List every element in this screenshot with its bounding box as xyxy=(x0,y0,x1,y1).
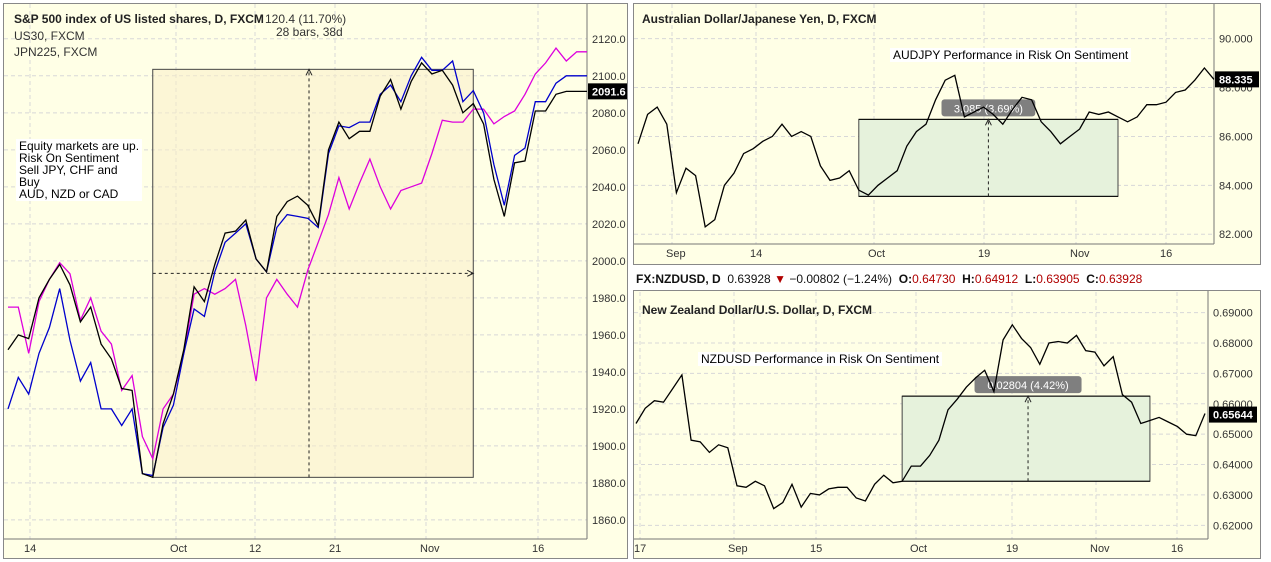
measure-label: 3.085 (3.69%) xyxy=(954,103,1023,115)
y-tick-label: 84.000 xyxy=(1219,180,1253,192)
y-tick-label: 2060.0 xyxy=(592,145,626,157)
audjpy-chart-pane[interactable]: 82.000 84.000 86.000 88.000 90.000 Sep 14 Oct 19… xyxy=(633,3,1261,265)
ohlc-close-value: 0.63928 xyxy=(1098,272,1143,286)
y-tick-label: 0.65000 xyxy=(1213,429,1253,441)
y-tick-label: 2020.0 xyxy=(592,219,626,231)
y-tick-label: 2120.0 xyxy=(592,34,626,46)
series-line xyxy=(8,47,587,461)
series-line xyxy=(7,56,587,477)
x-tick-label: Oct xyxy=(868,248,885,260)
x-tick-label: Sep xyxy=(728,543,748,555)
measure-value-label: 120.4 (11.70%) xyxy=(265,12,347,26)
ohlc-low: 0.63905 xyxy=(1036,272,1080,286)
y-tick-label: 1960.0 xyxy=(592,330,626,342)
y-tick-label: 1880.0 xyxy=(592,478,626,490)
us30-series-label: US30, FXCM xyxy=(14,29,85,43)
audjpy-note: AUDJPY Performance in Risk On Sentiment xyxy=(890,48,1132,62)
ohlc-open-label: O: xyxy=(898,272,913,286)
ohlc-close-label: C: xyxy=(1086,272,1099,286)
y-tick-label: 2080.0 xyxy=(592,108,626,120)
measure-bars-label: 28 bars, 38d xyxy=(276,25,343,39)
x-tick-label: Nov xyxy=(1090,543,1110,555)
y-tick-label: 2040.0 xyxy=(592,182,626,194)
x-tick-label: Nov xyxy=(420,543,440,555)
y-tick-label: 0.67000 xyxy=(1213,368,1253,380)
y-tick-label: 2000.0 xyxy=(592,256,626,268)
last-value-label: 88.335 xyxy=(1219,74,1253,86)
measure-arrow xyxy=(1024,395,1032,403)
x-tick-label: 16 xyxy=(1171,543,1183,555)
x-tick-label: 21 xyxy=(329,543,341,555)
y-tick-label: 0.69000 xyxy=(1213,308,1253,320)
ohlc-open: 0.64730 xyxy=(912,272,956,286)
x-tick-label: 17 xyxy=(634,543,646,555)
x-tick-label: 12 xyxy=(249,543,261,555)
note-line: Sell JPY, CHF and xyxy=(19,163,118,177)
measure-label-bg xyxy=(941,99,1036,117)
y-tick-label: 1940.0 xyxy=(592,367,626,379)
ohlc-low-label: L: xyxy=(1024,272,1037,286)
x-tick-label: 14 xyxy=(24,543,36,555)
measure-label-bg xyxy=(974,376,1082,394)
ohlc-close: 0.63928 xyxy=(727,272,771,286)
y-tick-label: 1920.0 xyxy=(592,404,626,416)
spx-chart-svg[interactable]: 1860.0 1880.0 1900.0 1920.0 1940.0 1960.0 1980… xyxy=(4,4,628,559)
ohlc-change: −0.00802 (−1.24%) xyxy=(789,272,893,286)
jpn225-series-label: JPN225, FXCM xyxy=(14,45,98,59)
down-arrow-icon: ▼ xyxy=(774,272,786,286)
y-tick-label: 2100.0 xyxy=(592,71,626,83)
ohlc-high-label: H: xyxy=(962,272,975,286)
ohlc-high: 0.64912 xyxy=(974,272,1019,286)
y-tick-label: 86.000 xyxy=(1219,131,1253,143)
nzdusd-note: NZDUSD Performance in Risk On Sentiment xyxy=(698,352,943,366)
x-tick-label: 19 xyxy=(1006,543,1018,555)
spx-chart-pane[interactable]: 1860.0 1880.0 1900.0 1920.0 1940.0 1960.0 1980… xyxy=(3,3,628,559)
y-tick-label: 0.68000 xyxy=(1213,338,1253,350)
y-tick-label: 0.63000 xyxy=(1213,490,1253,502)
y-tick-label: 1980.0 xyxy=(592,293,626,305)
measure-arrow xyxy=(467,269,475,277)
series-line xyxy=(7,61,587,479)
audjpy-chart-title: Australian Dollar/Japanese Yen, D, FXCM xyxy=(642,12,877,26)
series-line xyxy=(635,323,1206,510)
x-tick-label: Oct xyxy=(910,543,927,555)
x-tick-label: Nov xyxy=(1070,248,1090,260)
spx-chart-title: S&P 500 index of US listed shares, D, FX… xyxy=(14,12,264,26)
equity-note: Equity markets are up. Risk On Sentiment… xyxy=(16,139,143,201)
y-tick-label: 1900.0 xyxy=(592,441,626,453)
last-value-badge xyxy=(1209,406,1257,423)
last-value-label: 0.65644 xyxy=(1213,410,1254,422)
x-tick-label: 19 xyxy=(978,248,990,260)
measure-label: 0.02804 (4.42%) xyxy=(987,380,1068,392)
x-tick-label: Sep xyxy=(666,248,686,260)
x-tick-label: Oct xyxy=(170,543,187,555)
y-tick-label: 0.64000 xyxy=(1213,460,1253,472)
nzdusd-chart-title: New Zealand Dollar/U.S. Dollar, D, FXCM xyxy=(642,303,873,317)
note-line: Equity markets are up. xyxy=(19,139,140,153)
ohlc-symbol: FX:NZDUSD, D xyxy=(636,272,721,286)
note-line: Buy xyxy=(19,175,40,189)
nzdusd-chart-pane[interactable]: 0.62000 0.63000 0.64000 0.65000 0.66000 0.670… xyxy=(633,290,1261,559)
x-tick-label: 16 xyxy=(532,543,544,555)
y-tick-label: 82.000 xyxy=(1219,229,1253,241)
x-tick-label: 15 xyxy=(810,543,822,555)
last-value-badge xyxy=(588,83,627,100)
measure-box xyxy=(152,68,474,478)
y-tick-label: 1860.0 xyxy=(592,515,626,527)
x-tick-label: 14 xyxy=(750,248,762,260)
y-tick-label: 0.62000 xyxy=(1213,520,1253,532)
measure-arrow xyxy=(984,118,992,126)
measure-arrow xyxy=(305,68,313,76)
note-line: AUD, NZD or CAD xyxy=(19,187,119,201)
series-line xyxy=(637,66,1215,229)
nzdusd-chart-svg[interactable]: 0.620000.630000.640000.650000.660000.670… xyxy=(634,291,1261,559)
note-line: Risk On Sentiment xyxy=(19,151,120,165)
last-value-badge xyxy=(1215,71,1259,88)
last-value-label: 2091.6 xyxy=(592,86,626,98)
nzdusd-ohlc-bar: FX:NZDUSD, D 0.63928 ▼ −0.00802 (−1.24%)… xyxy=(636,270,1266,288)
y-tick-label: 90.000 xyxy=(1219,34,1253,46)
measure-box xyxy=(901,395,1151,482)
x-tick-label: 16 xyxy=(1160,248,1172,260)
